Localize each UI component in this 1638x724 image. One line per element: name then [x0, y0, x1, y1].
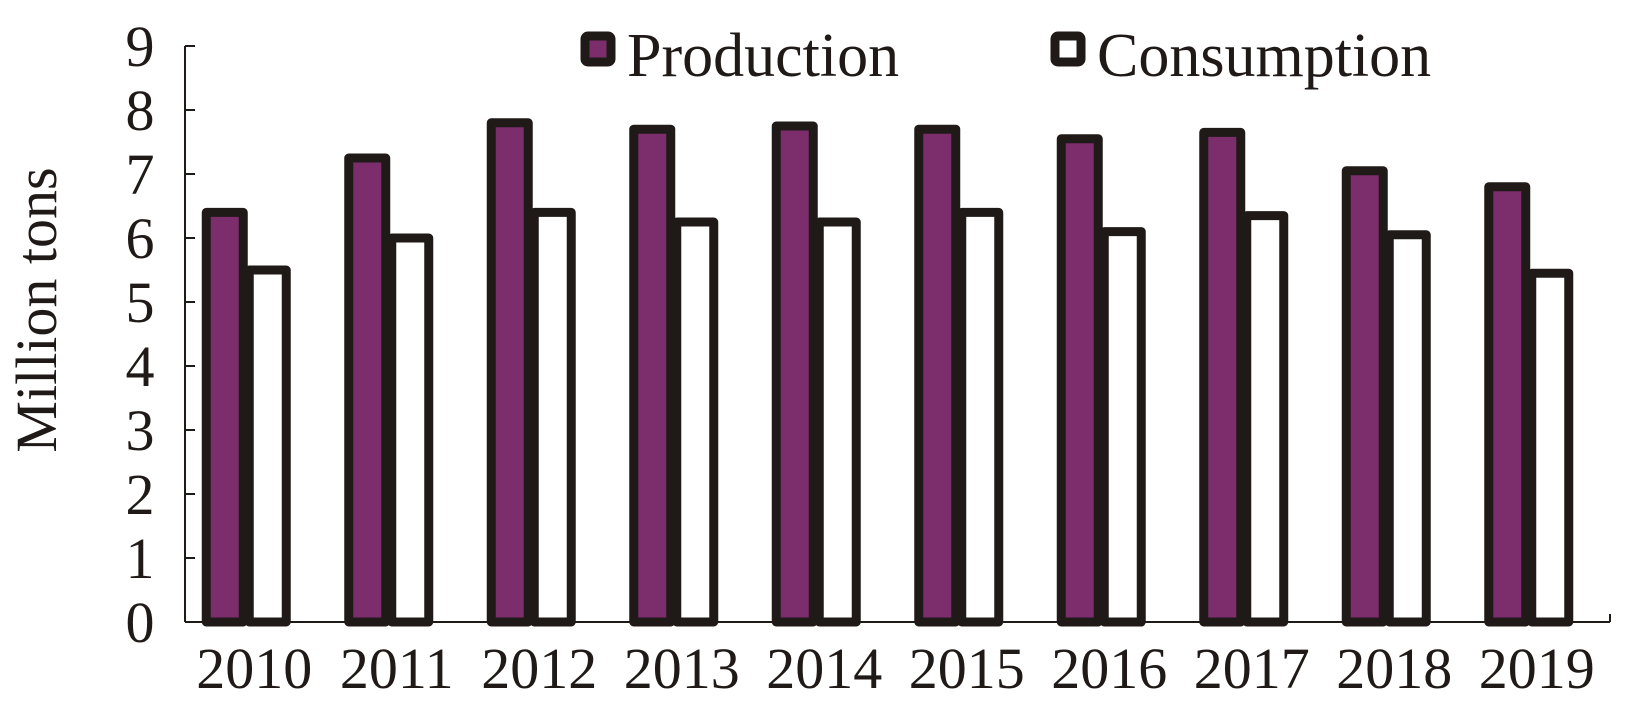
bar-production-2018 [1341, 166, 1388, 627]
y-tick-label: 7 [126, 142, 155, 207]
bar-consumption-2014 [814, 217, 861, 627]
bar-consumption-2018 [1384, 230, 1431, 627]
y-tick-label: 0 [126, 590, 155, 655]
y-tick-label: 3 [126, 398, 155, 463]
x-tick-label: 2014 [766, 636, 882, 701]
bar-production-2017 [1199, 127, 1246, 627]
y-tick-label: 2 [126, 462, 155, 527]
x-tick-label: 2016 [1051, 636, 1167, 701]
bar-production-2013 [629, 124, 676, 627]
y-tick-label: 4 [126, 334, 155, 399]
bar-consumption-2011 [387, 233, 434, 627]
legend-label-production: Production [627, 22, 899, 90]
bar-production-2016 [1056, 134, 1103, 627]
bar-production-2014 [771, 121, 818, 627]
legend-swatch-production [580, 31, 616, 67]
bar-consumption-2016 [1099, 227, 1146, 627]
x-tick-label: 2012 [481, 636, 597, 701]
x-tick-label: 2013 [624, 636, 740, 701]
y-tick-label: 9 [126, 14, 155, 79]
bar-production-2015 [914, 124, 961, 627]
bar-production-2019 [1484, 182, 1531, 627]
bar-production-2011 [344, 153, 391, 627]
y-tick-label: 6 [126, 206, 155, 271]
bar-consumption-2010 [244, 265, 291, 627]
y-tick-label: 8 [126, 78, 155, 143]
bar-consumption-2015 [957, 207, 1004, 627]
x-tick-label: 2017 [1194, 636, 1310, 701]
legend-swatch-consumption [1050, 31, 1086, 67]
x-tick-label: 2018 [1336, 636, 1452, 701]
legend: Production Consumption [580, 22, 1431, 90]
bar-consumption-2019 [1527, 268, 1574, 627]
bar-production-2012 [486, 118, 533, 627]
y-axis-title: Million tons [4, 167, 69, 452]
y-tick-label: 1 [126, 526, 155, 591]
bar-consumption-2012 [529, 207, 576, 627]
bars [201, 118, 1574, 627]
x-tick-label: 2010 [196, 636, 312, 701]
legend-label-consumption: Consumption [1097, 22, 1431, 90]
bar-consumption-2013 [672, 217, 719, 627]
bar-consumption-2017 [1242, 211, 1289, 627]
y-tick-label: 5 [126, 270, 155, 335]
x-tick-label: 2015 [909, 636, 1025, 701]
bar-production-2010 [201, 207, 248, 627]
x-tick-label: 2019 [1479, 636, 1595, 701]
x-tick-label: 2011 [340, 636, 454, 701]
